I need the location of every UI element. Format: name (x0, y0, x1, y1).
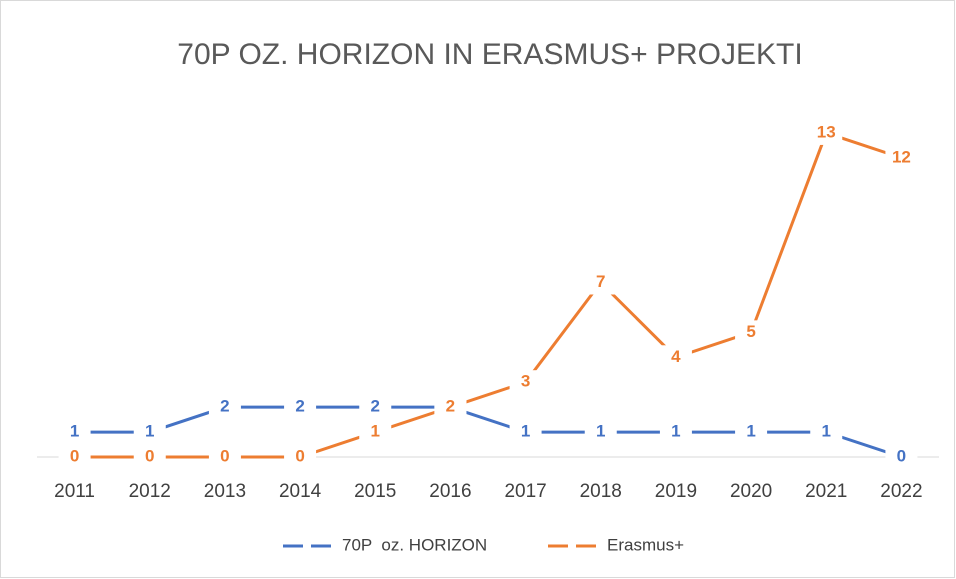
x-tick-label: 2021 (805, 481, 847, 502)
chart-title: 70P OZ. HORIZON IN ERASMUS+ PROJEKTI (177, 38, 802, 71)
label-background (434, 395, 467, 420)
data-label: 1 (822, 422, 831, 441)
x-tick-label: 2014 (279, 481, 322, 502)
x-tick-label: 2011 (54, 481, 95, 502)
label-background (284, 395, 317, 420)
data-label: 1 (145, 422, 154, 441)
label-background (885, 445, 918, 469)
label-background (584, 420, 617, 445)
label-background (885, 145, 918, 170)
label-background (133, 445, 166, 469)
data-label: 1 (70, 422, 79, 441)
label-background (284, 445, 317, 469)
data-label: 5 (746, 322, 755, 341)
x-tick-label: 2020 (730, 481, 772, 502)
data-label: 4 (671, 347, 681, 366)
data-label: 1 (671, 422, 680, 441)
data-label: 0 (145, 446, 154, 465)
x-tick-label: 2019 (655, 481, 697, 502)
data-label: 0 (295, 446, 304, 465)
label-background (58, 420, 91, 445)
label-background (208, 445, 241, 469)
data-label: 2 (446, 397, 455, 416)
label-background (133, 420, 166, 445)
data-label: 7 (596, 272, 605, 291)
data-label: 3 (521, 372, 530, 391)
data-label: 1 (596, 422, 605, 441)
label-background (58, 445, 91, 469)
label-background (810, 420, 843, 445)
x-tick-label: 2012 (129, 481, 171, 502)
x-tick-label: 2022 (880, 481, 922, 502)
x-tick-label: 2017 (504, 481, 546, 502)
data-label: 12 (892, 147, 911, 166)
data-label: 0 (70, 446, 79, 465)
label-background (208, 395, 241, 420)
label-background (735, 320, 768, 345)
data-label: 1 (371, 422, 380, 441)
label-background (509, 420, 542, 445)
label-background (359, 395, 392, 420)
data-label: 1 (521, 422, 530, 441)
x-tick-label: 2018 (580, 481, 622, 502)
label-background (735, 420, 768, 445)
data-label: 1 (746, 422, 755, 441)
label-background (659, 420, 692, 445)
data-label: 0 (220, 446, 229, 465)
x-tick-label: 2013 (204, 481, 246, 502)
legend-label: 70P oz. HORIZON (342, 535, 487, 554)
label-background (509, 370, 542, 395)
label-background (584, 270, 617, 295)
legend-label: Erasmus+ (607, 535, 684, 554)
x-tick-label: 2015 (354, 481, 396, 502)
data-label: 2 (220, 397, 229, 416)
data-label: 2 (295, 397, 304, 416)
label-background (659, 345, 692, 370)
label-background (359, 420, 392, 445)
data-label: 2 (371, 397, 380, 416)
x-tick-label: 2016 (429, 481, 471, 502)
data-label: 0 (897, 446, 906, 465)
label-background (810, 120, 843, 145)
data-label: 13 (817, 122, 836, 141)
